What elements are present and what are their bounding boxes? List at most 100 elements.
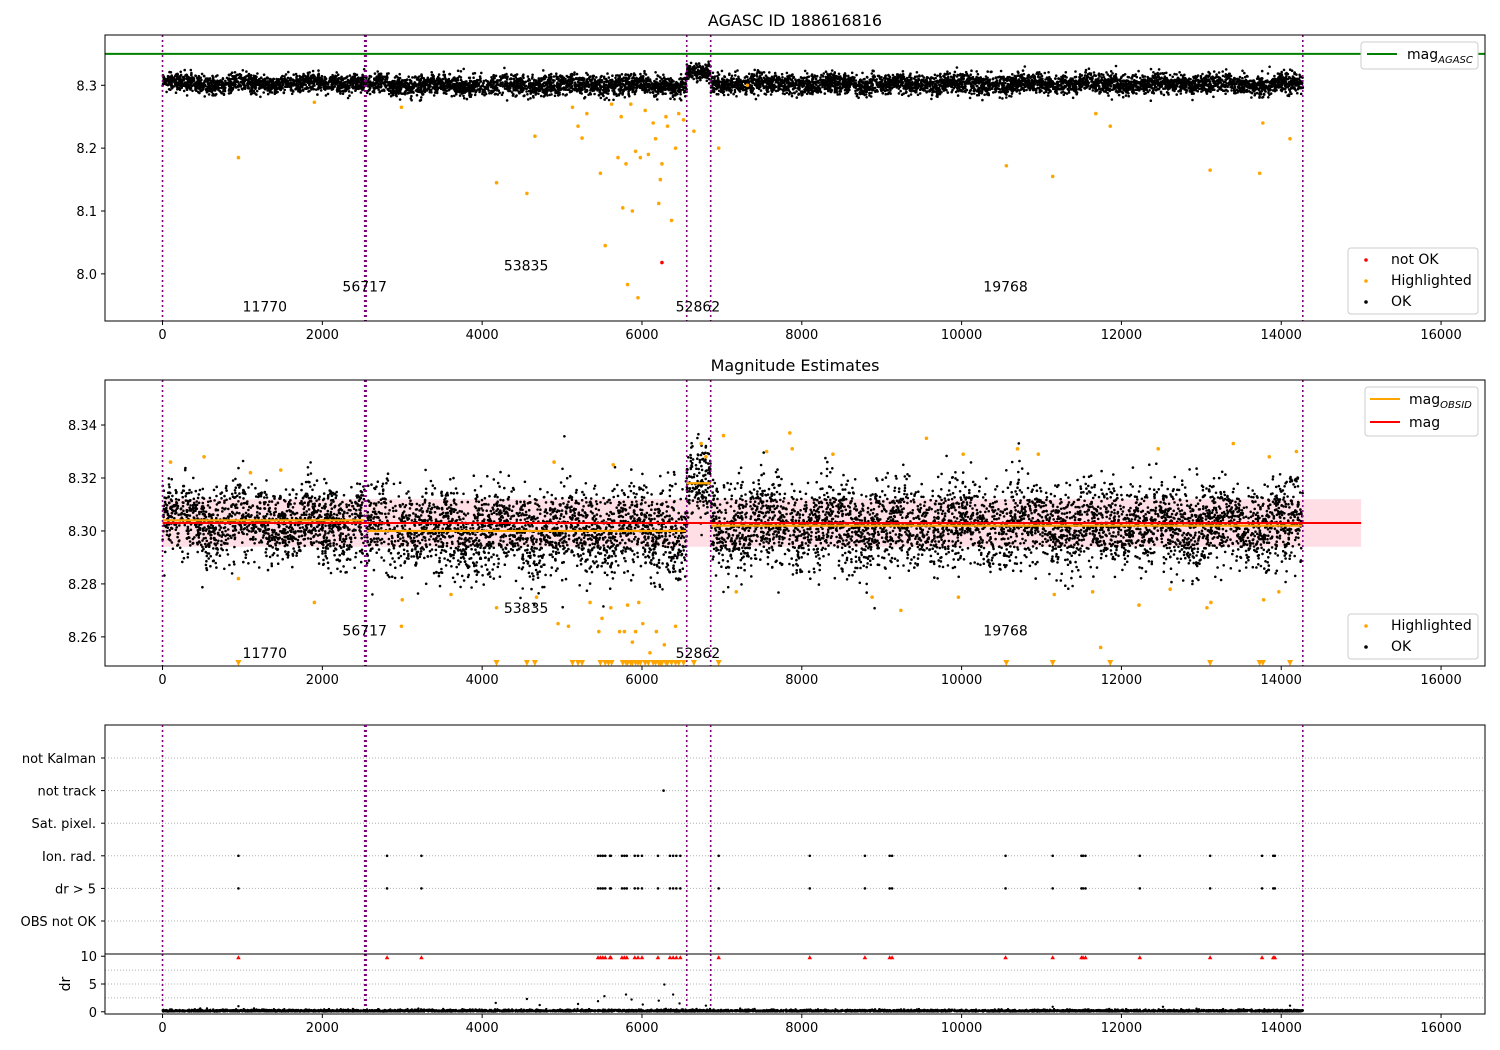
ok-point <box>529 89 532 93</box>
ok-point <box>581 85 585 88</box>
ok-point <box>388 89 391 92</box>
ok-point <box>799 76 803 79</box>
ok-point <box>575 89 579 93</box>
ok-point <box>461 86 465 90</box>
ok-point <box>247 82 251 85</box>
ok-point <box>447 85 451 88</box>
ok-point <box>510 73 513 77</box>
ok-point <box>316 93 319 96</box>
ok-point <box>324 94 328 97</box>
ok-point <box>572 88 575 91</box>
ok-point <box>583 77 586 80</box>
ok-point <box>324 77 328 81</box>
ok-point <box>288 82 291 85</box>
ok-point <box>207 83 210 86</box>
ok-point <box>650 82 653 85</box>
ok-point <box>274 91 278 94</box>
ok-point <box>519 87 523 91</box>
ok-point <box>686 77 689 80</box>
ok-point <box>468 95 472 98</box>
ok-point <box>625 78 629 82</box>
ok-point <box>420 96 423 99</box>
ok-point <box>240 77 244 81</box>
ok-point <box>355 73 359 77</box>
ok-point <box>483 88 487 92</box>
ok-point <box>509 77 512 81</box>
ok-point <box>210 90 214 94</box>
ok-point <box>542 95 546 98</box>
ok-point <box>683 82 686 86</box>
ok-point <box>431 73 435 77</box>
ok-point <box>301 74 305 78</box>
ok-point <box>593 92 596 96</box>
ok-point <box>613 92 617 95</box>
ok-point <box>391 87 395 91</box>
ok-point <box>650 88 654 91</box>
ok-point <box>1285 74 1288 78</box>
ok-point <box>304 83 307 86</box>
ok-point <box>279 85 282 89</box>
ok-point <box>450 94 454 98</box>
ok-point <box>196 78 199 82</box>
ok-point <box>930 93 934 97</box>
ok-point <box>519 83 523 86</box>
ok-point <box>623 96 627 99</box>
ok-point <box>377 88 380 91</box>
ok-point <box>588 78 592 82</box>
ok-point <box>540 79 543 82</box>
ok-point <box>561 93 565 96</box>
ok-point <box>185 87 189 90</box>
ok-point <box>238 75 242 79</box>
ok-point <box>308 81 312 85</box>
ok-point <box>456 76 460 80</box>
ok-point <box>169 71 173 74</box>
ok-point <box>582 82 585 86</box>
ok-point <box>458 94 462 97</box>
ok-point <box>232 77 236 80</box>
ok-point <box>596 79 600 82</box>
ok-point <box>244 75 248 78</box>
ok-point <box>230 71 234 74</box>
ok-point <box>669 91 672 95</box>
ok-point <box>326 92 330 96</box>
ok-point <box>480 71 483 75</box>
ok-point <box>430 71 434 74</box>
ok-point <box>734 74 737 77</box>
ok-point <box>220 80 224 83</box>
ok-point <box>266 85 270 88</box>
ok-point <box>319 86 323 89</box>
ok-point <box>273 81 277 85</box>
ok-point <box>639 75 643 78</box>
ok-point <box>207 77 211 81</box>
ok-point <box>334 74 337 78</box>
ok-point <box>693 72 696 76</box>
ok-point <box>653 79 656 83</box>
ok-point <box>427 84 430 87</box>
ok-point <box>470 86 474 89</box>
ok-point <box>400 79 404 82</box>
ok-point <box>542 89 546 93</box>
ok-point <box>273 89 277 92</box>
ok-point <box>549 77 553 80</box>
ok-point <box>429 85 432 88</box>
ok-point <box>199 76 202 79</box>
ok-point <box>569 86 572 89</box>
ok-point <box>289 88 293 91</box>
ok-point <box>262 91 265 94</box>
ok-point <box>632 74 636 77</box>
ok-point <box>397 92 400 95</box>
ok-point <box>510 91 514 94</box>
ok-point <box>575 72 579 76</box>
ok-point <box>193 82 196 86</box>
ok-point <box>692 77 695 81</box>
ok-point <box>236 73 240 77</box>
ok-point <box>697 62 701 65</box>
ok-point <box>635 87 638 90</box>
ok-point <box>611 89 614 92</box>
ok-point <box>522 73 525 76</box>
ok-point <box>384 80 388 84</box>
ok-point <box>186 83 190 86</box>
ok-point <box>615 94 618 97</box>
ok-point <box>530 77 534 80</box>
ok-point <box>754 97 758 101</box>
